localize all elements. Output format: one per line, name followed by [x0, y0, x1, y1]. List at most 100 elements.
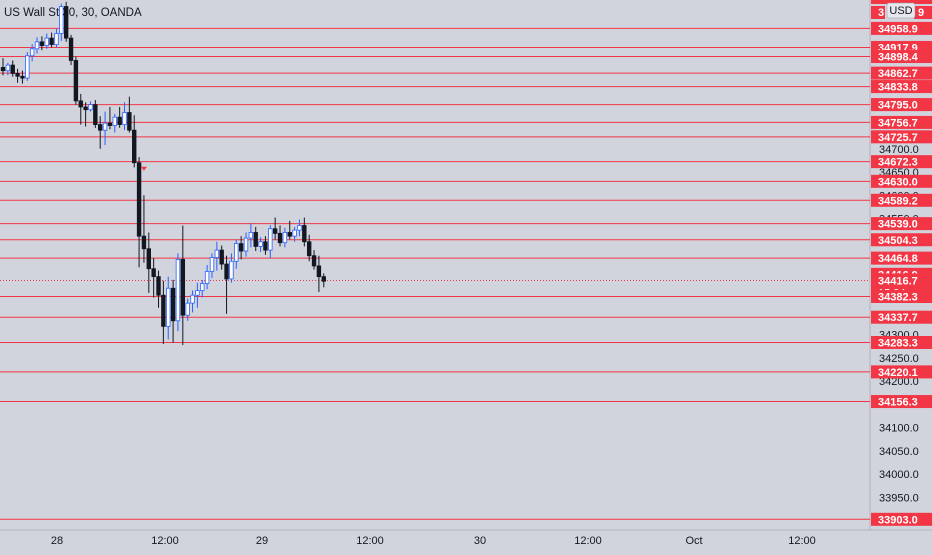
candle-body[interactable]	[44, 37, 49, 46]
candle-body[interactable]	[98, 124, 103, 131]
candle-body[interactable]	[5, 64, 11, 72]
top-partial-label-2: 9	[918, 7, 924, 19]
candle-body[interactable]	[78, 100, 83, 108]
candle-body[interactable]	[127, 112, 132, 131]
y-tick-label: 34050.0	[879, 446, 919, 458]
level-price-label: 34539.0	[878, 219, 918, 231]
candle-body[interactable]	[238, 243, 244, 252]
currency-badge[interactable]	[886, 2, 916, 19]
candle-body[interactable]	[117, 116, 122, 125]
candle-body[interactable]	[54, 33, 59, 46]
level-price-label: 34630.0	[878, 176, 918, 188]
candle-body[interactable]	[204, 271, 210, 284]
candle-body[interactable]	[15, 73, 20, 77]
candle-body[interactable]	[102, 122, 108, 131]
y-tick-label: 34200.0	[879, 376, 919, 388]
candle-body[interactable]	[180, 259, 186, 316]
candle-body[interactable]	[29, 48, 35, 57]
candle-body[interactable]	[49, 37, 54, 46]
candle-body[interactable]	[68, 37, 74, 61]
candle-body[interactable]	[112, 116, 117, 126]
candle-body[interactable]	[170, 287, 176, 322]
candle-body[interactable]	[209, 257, 215, 272]
candle-body[interactable]	[263, 241, 268, 251]
candle-body[interactable]	[161, 294, 166, 327]
candle-body[interactable]	[166, 287, 171, 327]
candle-body[interactable]	[234, 243, 239, 262]
candle-body[interactable]	[321, 276, 326, 282]
candle-body[interactable]	[59, 6, 64, 34]
candle-body[interactable]	[243, 237, 249, 252]
candle-body[interactable]	[219, 249, 224, 265]
candle-body[interactable]	[224, 263, 229, 280]
candle-body[interactable]	[268, 228, 273, 251]
candle-body[interactable]	[272, 228, 278, 234]
candle-body[interactable]	[214, 249, 220, 258]
level-price-label: 34337.7	[878, 312, 918, 324]
level-label-bg	[871, 310, 932, 324]
candle-body[interactable]	[195, 290, 200, 296]
candle-body[interactable]	[73, 60, 79, 102]
candle-body[interactable]	[302, 225, 307, 243]
level-label-bg	[871, 174, 932, 188]
candle-body[interactable]	[282, 232, 288, 244]
candle-body[interactable]	[175, 259, 181, 322]
level-price-label: 34504.3	[878, 235, 918, 247]
candle-body[interactable]	[156, 276, 161, 296]
level-label-bg	[871, 21, 932, 35]
candle-body[interactable]	[39, 41, 45, 46]
top-clipped-level-label	[914, 6, 932, 19]
level-price-label: 34725.7	[878, 132, 918, 144]
candle-body[interactable]	[146, 248, 151, 270]
candle-body[interactable]	[292, 229, 297, 237]
candle-body[interactable]	[63, 6, 69, 39]
candle-body[interactable]	[287, 232, 292, 237]
level-label-bg	[871, 50, 932, 64]
candle-body[interactable]	[0, 67, 6, 72]
candle-body[interactable]	[190, 294, 195, 304]
level-label-bg	[871, 155, 932, 169]
candle-body[interactable]	[10, 64, 15, 74]
candle-body[interactable]	[306, 241, 312, 257]
candle-body[interactable]	[34, 41, 40, 50]
x-tick-label: 12:00	[574, 535, 602, 547]
candle-body[interactable]	[229, 260, 234, 280]
candle-body[interactable]	[311, 255, 317, 267]
y-tick-label: 34100.0	[879, 423, 919, 435]
candle-body[interactable]	[258, 241, 263, 247]
candle-body[interactable]	[253, 232, 258, 247]
level-price-label: 34220.1	[878, 367, 918, 379]
candle-body[interactable]	[277, 232, 283, 244]
candle-body[interactable]	[316, 265, 322, 278]
signal-marker-icon	[140, 166, 147, 171]
candle-body[interactable]	[248, 232, 254, 239]
candle-body[interactable]	[297, 225, 302, 231]
candle-body[interactable]	[185, 302, 190, 316]
level-price-label: 34898.4	[878, 52, 919, 64]
level-label-bg	[871, 217, 932, 231]
y-tick-label: 34250.0	[879, 353, 919, 365]
candle-body[interactable]	[25, 55, 30, 79]
candle-body[interactable]	[20, 75, 25, 79]
candle-body[interactable]	[83, 106, 88, 111]
level-price-label: 34862.7	[878, 68, 918, 80]
level-label-bg	[871, 395, 932, 409]
level-price-label: 34283.3	[878, 338, 918, 350]
candle-body[interactable]	[107, 122, 113, 126]
candle-body[interactable]	[141, 235, 147, 250]
level-label-bg	[871, 193, 932, 207]
level-label-bg	[871, 66, 932, 80]
top-clipped-level-label	[871, 6, 885, 19]
y-tick-label: 34000.0	[879, 469, 919, 481]
candle-body[interactable]	[132, 129, 137, 164]
candle-body[interactable]	[200, 283, 205, 291]
candle-body[interactable]	[93, 104, 98, 125]
candle-body[interactable]	[136, 162, 142, 237]
candle-body[interactable]	[151, 268, 156, 278]
candle-body[interactable]	[122, 112, 127, 125]
level-price-label: 34958.9	[878, 23, 918, 35]
x-tick-label: 12:00	[788, 535, 816, 547]
candle-body[interactable]	[88, 104, 93, 111]
